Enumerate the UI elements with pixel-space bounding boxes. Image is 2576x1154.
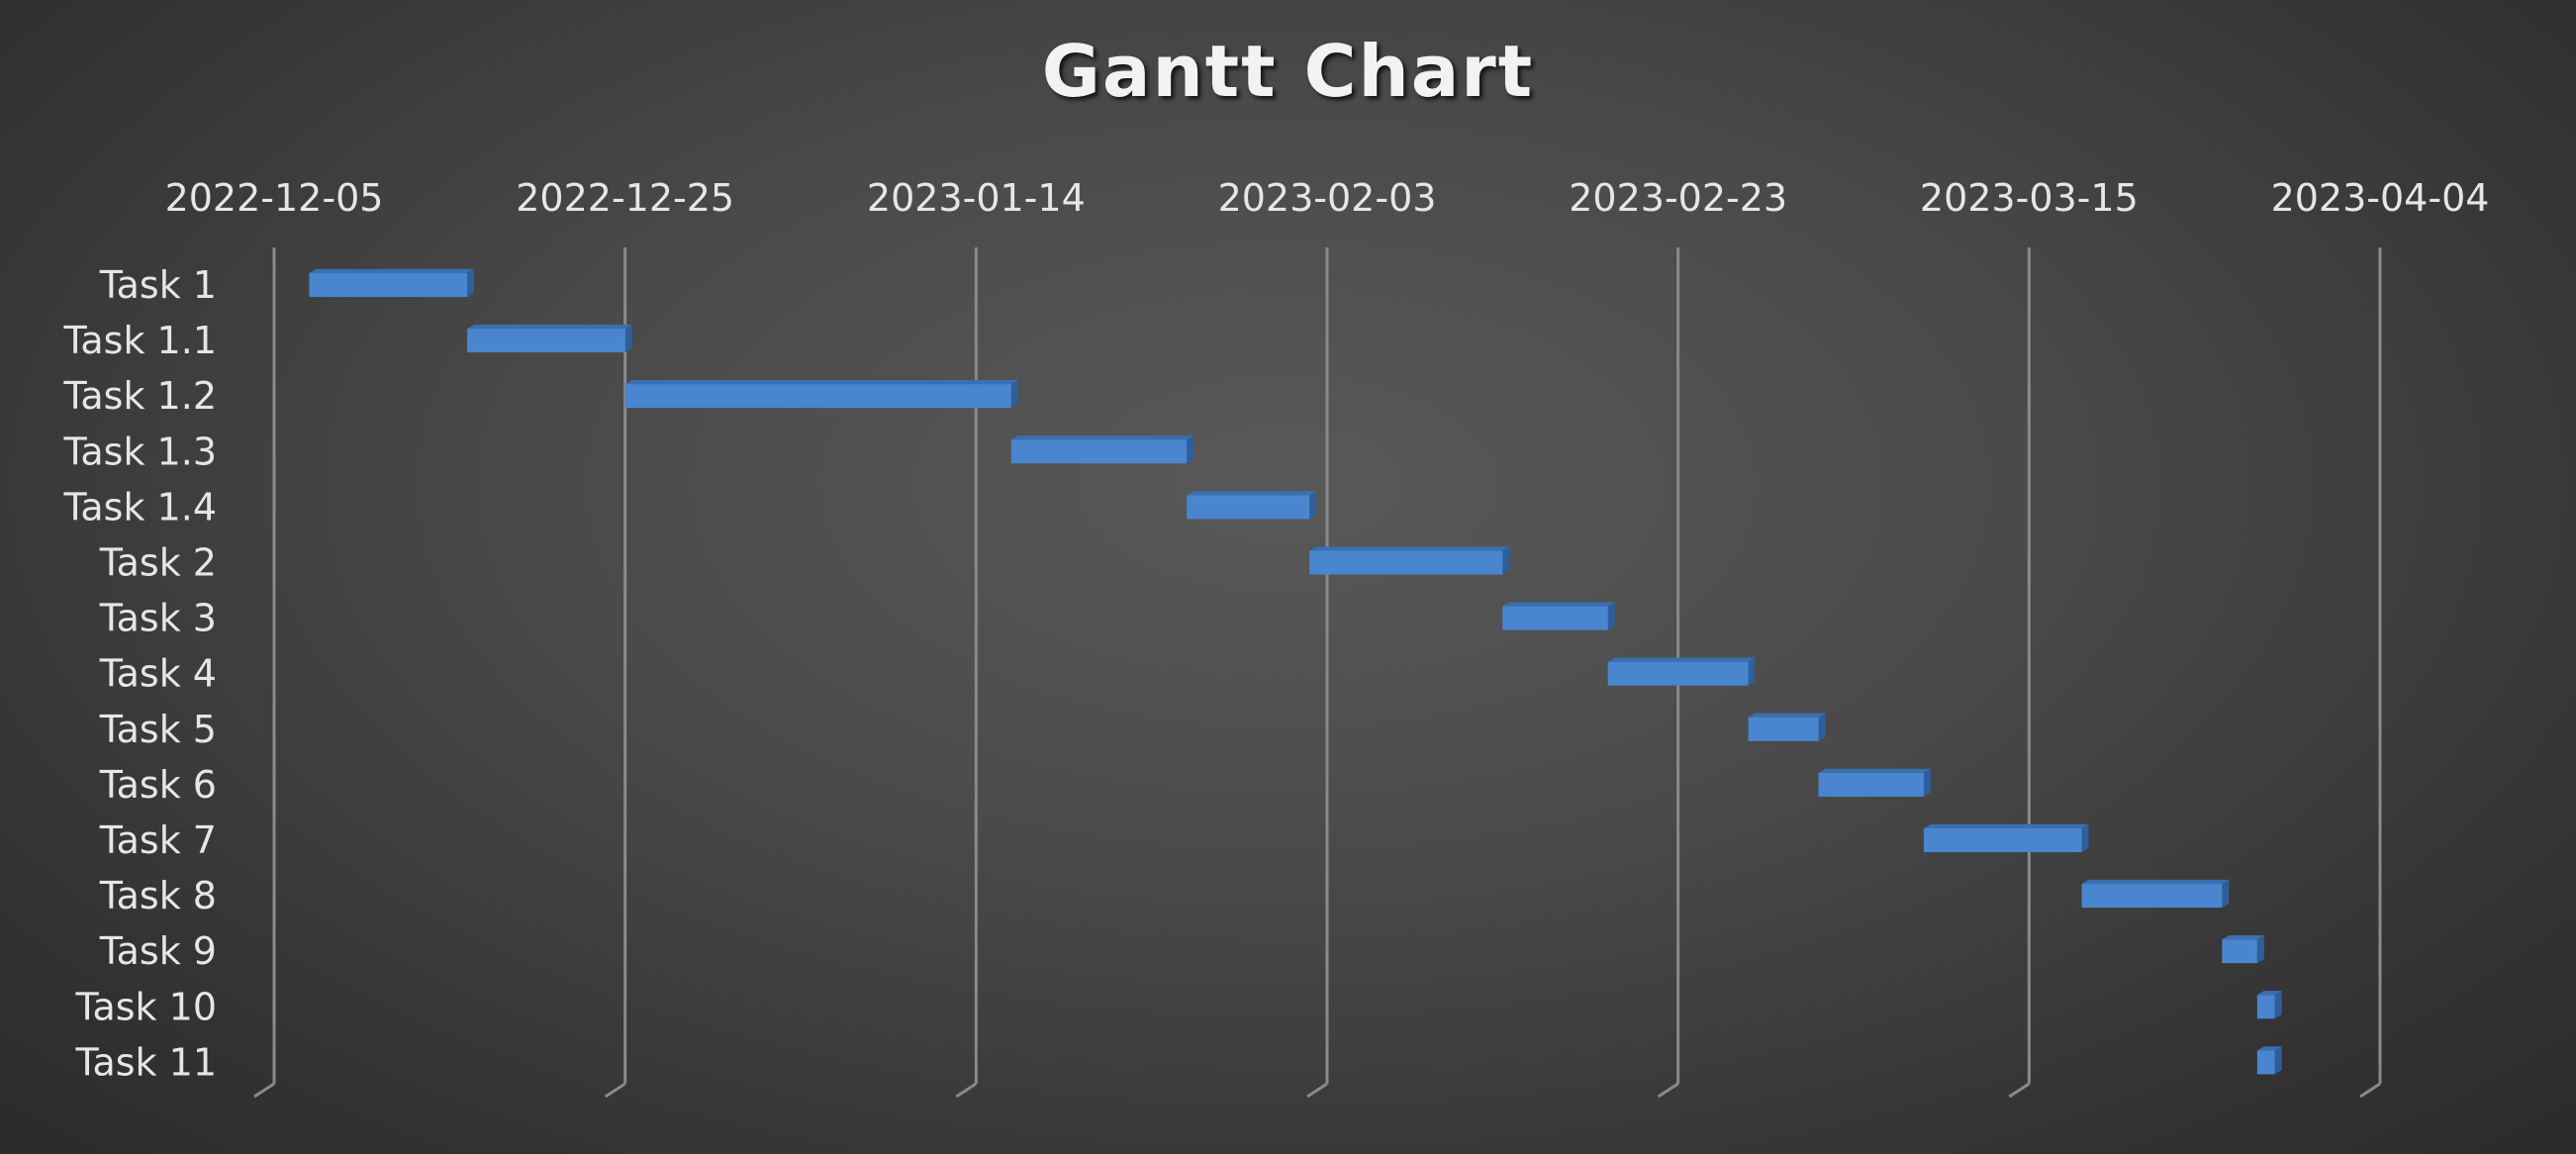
task-bar-side: [1010, 380, 1018, 409]
task-label: Task 1.2: [62, 374, 217, 418]
gridline-base: [955, 1082, 978, 1099]
task-label: Task 1.1: [62, 319, 217, 362]
task-bar-side: [1923, 768, 1931, 797]
task-bar-top: [624, 380, 1018, 385]
task-bar-top: [1502, 602, 1615, 607]
task-bar: [1818, 768, 1931, 797]
task-label: Task 1: [99, 263, 217, 307]
task-bar-front: [1010, 439, 1188, 464]
task-bar: [2256, 991, 2282, 1019]
task-bar: [1748, 713, 1826, 741]
task-bar-side: [2274, 1046, 2282, 1075]
task-bar-front: [624, 384, 1011, 409]
gridline-base: [1657, 1082, 1679, 1099]
task-bar-front: [1923, 828, 2082, 852]
task-bar: [1502, 602, 1615, 630]
task-bar-top: [2222, 935, 2264, 940]
x-tick-label: 2023-01-14: [867, 176, 1086, 220]
x-tick-label: 2022-12-05: [165, 176, 384, 220]
task-label: Task 3: [99, 597, 217, 640]
task-bar-side: [2081, 823, 2089, 852]
x-axis-ticks: 2022-12-05 2022-12-25 2023-01-14 2023-02-03…: [165, 176, 2490, 220]
task-bar-top: [309, 268, 475, 273]
task-bar-top: [2256, 991, 2282, 996]
task-label: Task 1.3: [62, 430, 217, 473]
task-bar-front: [467, 329, 625, 353]
task-label: Task 4: [99, 652, 217, 696]
gridline-base: [1306, 1082, 1328, 1099]
task-bar-top: [2081, 879, 2230, 885]
task-label: Task 10: [75, 985, 217, 1028]
task-label: Task 9: [99, 929, 217, 973]
gridline-base: [2008, 1082, 2031, 1099]
task-bar: [2222, 935, 2264, 964]
task-bar-side: [2274, 991, 2282, 1019]
task-bar-top: [1748, 713, 1826, 718]
task-bar: [1309, 546, 1510, 575]
task-bar-side: [1502, 546, 1510, 575]
task-bar: [2081, 879, 2230, 909]
task-bar-front: [1309, 550, 1503, 575]
task-label: Task 1.4: [62, 485, 217, 529]
task-bar: [1923, 823, 2089, 852]
task-bar: [1010, 435, 1194, 464]
task-labels: Task 1 Task 1.1 Task 1.2 Task 1.3 Task 1.4 Ta…: [62, 263, 217, 1084]
task-bar-front: [1187, 495, 1310, 520]
chart-title: Gantt Chart: [1041, 30, 1535, 113]
task-bar: [624, 380, 1018, 409]
task-bar-front: [1818, 772, 1924, 797]
x-tick-label: 2023-02-23: [1569, 176, 1787, 220]
task-bar-top: [1010, 435, 1194, 440]
task-bar-top: [1309, 546, 1510, 551]
x-tick-label: 2023-03-15: [1920, 176, 2139, 220]
task-bar-front: [1607, 661, 1749, 686]
task-bar-side: [1309, 491, 1317, 520]
task-bar-front: [1502, 606, 1608, 630]
task-bar-top: [467, 324, 632, 330]
task-bar: [467, 324, 632, 353]
task-bar-side: [624, 324, 632, 353]
task-bar-side: [1818, 713, 1826, 741]
task-bar-top: [2256, 1046, 2282, 1051]
task-bar-front: [309, 273, 468, 297]
gridlines: [253, 247, 2382, 1099]
task-label: Task 6: [99, 763, 217, 807]
task-bar-side: [1607, 602, 1615, 630]
task-label: Task 8: [99, 874, 217, 917]
task-bar: [1187, 491, 1317, 520]
task-bars: [309, 268, 2282, 1075]
task-bar-top: [1818, 768, 1931, 773]
task-label: Task 11: [75, 1040, 217, 1084]
task-bar-side: [1187, 435, 1194, 464]
x-tick-label: 2022-12-25: [516, 176, 734, 220]
gridline-base: [2359, 1082, 2381, 1099]
task-bar-side: [2256, 935, 2264, 964]
task-bar: [2256, 1046, 2282, 1075]
task-label: Task 5: [99, 708, 217, 751]
task-bar-front: [2256, 995, 2275, 1019]
task-bar-top: [1187, 491, 1317, 496]
task-label: Task 7: [99, 818, 217, 862]
x-tick-label: 2023-04-04: [2271, 176, 2490, 220]
task-bar-side: [2222, 879, 2230, 909]
gridline-base: [604, 1082, 626, 1099]
task-bar-top: [1607, 657, 1756, 662]
task-bar-side: [1748, 657, 1756, 686]
task-bar: [1607, 657, 1756, 686]
task-bar-front: [2256, 1050, 2275, 1075]
task-bar-front: [2081, 884, 2223, 909]
task-label: Task 2: [99, 541, 217, 585]
x-tick-label: 2023-02-03: [1218, 176, 1437, 220]
gridline-base: [253, 1082, 275, 1099]
task-bar-top: [1923, 823, 2089, 828]
task-bar-side: [467, 268, 475, 297]
task-bar-front: [2222, 939, 2257, 964]
task-bar-front: [1748, 717, 1819, 741]
task-bar: [309, 268, 475, 297]
